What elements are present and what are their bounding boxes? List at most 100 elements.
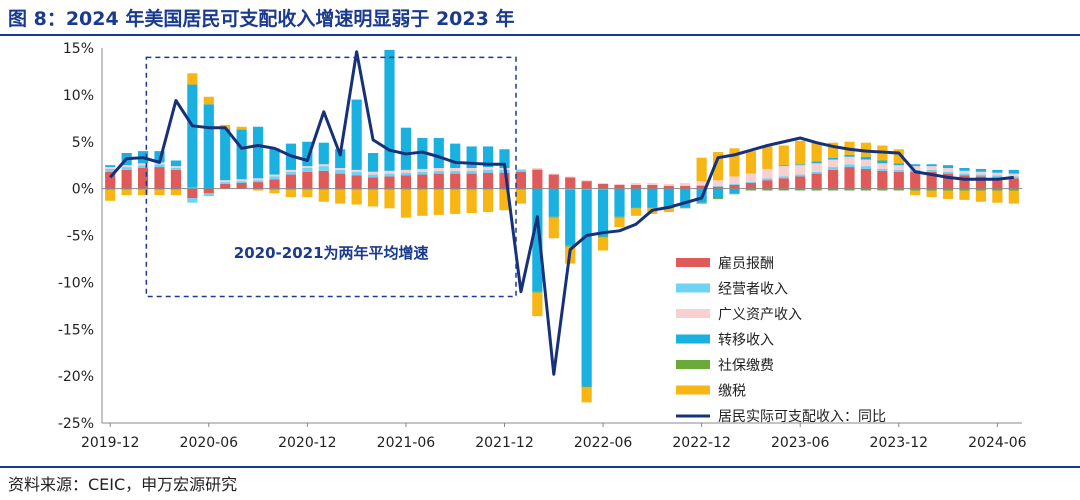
bar-segment [581, 386, 592, 388]
bar-segment [762, 188, 773, 191]
bar-segment [187, 198, 198, 203]
legend-label: 转移收入 [718, 333, 774, 349]
bar-segment [942, 171, 954, 174]
bar-segment [811, 188, 822, 191]
bar-segment [860, 188, 872, 191]
bar-segment [647, 207, 658, 209]
bar-segment [154, 167, 165, 189]
bar-segment [565, 189, 576, 246]
bar-segment [466, 173, 477, 189]
bar-segment [565, 245, 576, 247]
bar-segment [236, 181, 247, 183]
bar-segment [236, 179, 247, 182]
bar-segment [729, 183, 740, 185]
bar-segment [515, 189, 527, 204]
bar-segment [762, 180, 773, 189]
bar-segment [170, 166, 182, 168]
bar-segment [959, 173, 970, 176]
source-rule [0, 466, 1080, 468]
bar-segment [450, 168, 461, 171]
bar-segment [203, 96, 214, 105]
bar-segment [170, 168, 182, 170]
bar-segment [860, 156, 872, 160]
bar-segment [942, 168, 954, 172]
legend-label: 雇员报酬 [718, 255, 774, 272]
bar-segment [762, 146, 773, 169]
bar-segment [121, 189, 132, 196]
x-tick-label: 2019-12 [81, 435, 140, 451]
bar-segment [729, 188, 740, 194]
bar-segment [384, 173, 395, 177]
bar-segment [762, 168, 773, 179]
bar-segment [170, 189, 182, 196]
legend-swatch [676, 258, 710, 267]
bar-segment [696, 157, 707, 182]
bar-segment [318, 164, 329, 167]
bar-segment [680, 183, 691, 186]
bar-segment [1008, 173, 1019, 177]
y-tick-label: -20% [58, 369, 94, 385]
bar-segment [926, 166, 937, 170]
bar-segment [499, 172, 510, 189]
bar-segment [647, 183, 658, 185]
bar-segment [285, 174, 297, 189]
bar-segment [844, 156, 855, 165]
bar-segment [466, 168, 477, 171]
bar-segment [548, 188, 559, 217]
bar-segment [696, 181, 707, 185]
bar-segment [729, 193, 740, 195]
bar-segment [400, 175, 412, 189]
bar-segment [680, 185, 691, 189]
legend-swatch [676, 283, 710, 293]
x-tick-label: 2023-06 [771, 435, 830, 451]
bar-segment [532, 168, 543, 169]
bar-segment [992, 188, 1003, 191]
bar-segment [811, 142, 822, 162]
x-tick-label: 2022-12 [672, 435, 731, 451]
bar-segment [795, 165, 806, 175]
bar-segment [910, 164, 921, 167]
bar-segment [647, 184, 658, 189]
bar-segment [1008, 190, 1019, 204]
bar-segment [975, 188, 987, 191]
bar-segment [367, 153, 379, 172]
bar-segment [252, 178, 264, 181]
y-tick-label: -10% [58, 275, 94, 291]
bar-segment [992, 190, 1003, 203]
bar-segment [105, 189, 116, 201]
y-tick-label: -25% [58, 416, 94, 432]
bar-segment [910, 188, 921, 191]
bar-segment [844, 164, 855, 168]
bar-segment [154, 164, 165, 168]
bar-segment [844, 188, 855, 191]
bar-segment [236, 183, 247, 189]
bar-segment [302, 171, 313, 189]
bar-segment [597, 236, 609, 238]
bar-segment [597, 183, 609, 184]
bar-segment [417, 171, 428, 175]
bar-segment [893, 163, 904, 166]
bar-segment [105, 171, 116, 189]
bar-segment [811, 171, 822, 174]
bar-segment [351, 99, 362, 170]
bar-segment [187, 73, 198, 85]
bar-segment [105, 168, 116, 172]
bar-segment [269, 176, 280, 180]
bar-segment [893, 171, 904, 189]
bar-segment [417, 189, 428, 216]
y-tick-label: 15% [63, 41, 94, 57]
bar-segment [795, 176, 806, 189]
bar-segment [548, 173, 559, 175]
bar-segment [581, 387, 592, 403]
bar-segment [795, 188, 806, 191]
source-note: 资料来源：CEIC，申万宏源研究 [8, 475, 238, 494]
bar-segment [614, 216, 625, 218]
bar-segment [400, 189, 412, 218]
bar-segment [203, 188, 214, 194]
bar-segment [433, 173, 444, 189]
bar-segment [778, 145, 789, 166]
bar-segment [745, 183, 757, 189]
bar-segment [105, 167, 116, 169]
bar-segment [466, 189, 477, 213]
bar-segment [910, 166, 921, 170]
